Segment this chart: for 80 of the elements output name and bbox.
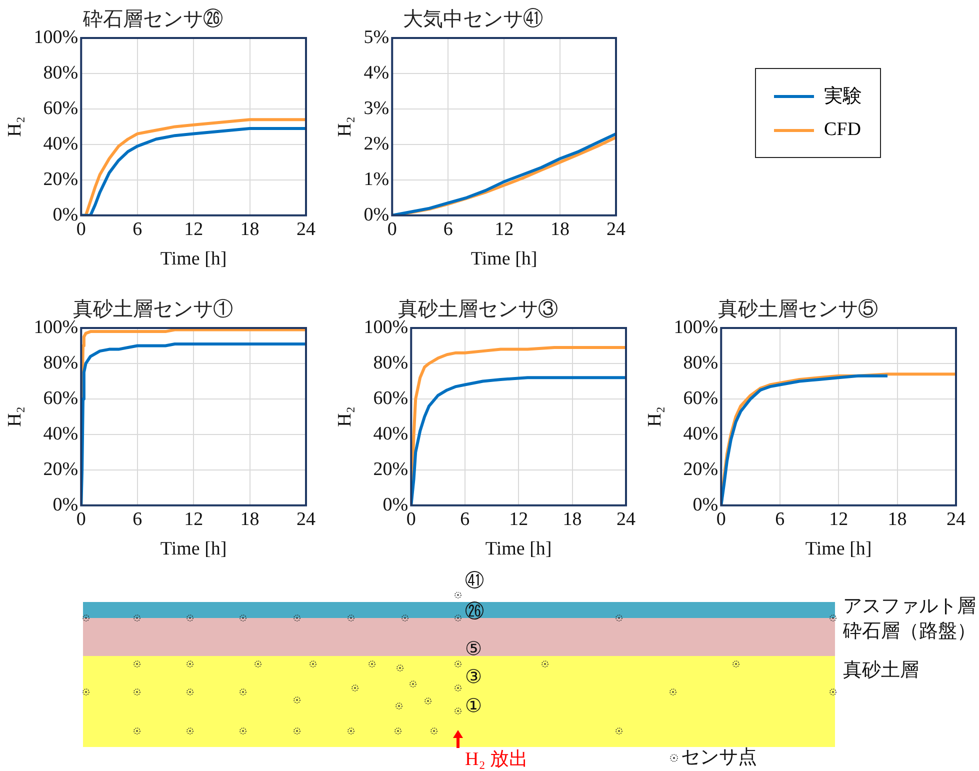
y-axis-title: H₂: [334, 406, 356, 427]
x-tick-label: 6: [460, 508, 470, 530]
text: ③: [465, 667, 482, 688]
y-tick-label: 3%: [364, 98, 390, 119]
x-tick-label: 0: [716, 508, 726, 530]
y-tick-label: 20%: [373, 458, 408, 480]
x-tick-label: 0: [76, 218, 86, 240]
text: ⑤: [465, 639, 482, 660]
text: 砕石層（路盤）: [843, 621, 976, 642]
y-axis-title: H₂: [644, 406, 666, 427]
x-tick-label: 18: [888, 508, 907, 530]
y-tick-label: 4%: [364, 62, 390, 84]
x-tick-label: 6: [775, 508, 785, 530]
x-tick-label: 24: [606, 218, 626, 240]
x-tick-label: 6: [132, 508, 142, 530]
x-tick-label: 12: [509, 508, 528, 530]
chart-title: 大気中センサ㊶: [403, 8, 543, 30]
x-tick-label: 18: [240, 218, 260, 240]
chart-title: 真砂土層センサ①: [73, 298, 233, 320]
x-tick-label: 6: [132, 218, 142, 240]
x-tick-label: 12: [494, 218, 514, 240]
x-tick-label: 24: [616, 508, 636, 530]
text: ㊶: [465, 571, 484, 592]
chart-title: 真砂土層センサ⑤: [718, 298, 878, 320]
y-tick-label: 60%: [373, 388, 408, 409]
y-tick-label: 100%: [34, 26, 78, 48]
text: アスファルト層: [843, 596, 976, 617]
x-tick-label: 18: [240, 508, 260, 530]
y-tick-label: 5%: [364, 26, 390, 48]
x-tick-label: 12: [184, 218, 204, 240]
y-tick-label: 40%: [43, 133, 78, 154]
y-tick-label: 60%: [43, 98, 78, 119]
x-tick-label: 0: [76, 508, 86, 530]
x-tick-label: 0: [406, 508, 416, 530]
y-tick-label: 2%: [364, 133, 390, 154]
y-tick-label: 20%: [43, 458, 78, 480]
y-tick-label: 0%: [692, 494, 718, 516]
y-tick-label: 0%: [364, 204, 390, 226]
x-axis-title: Time [h]: [485, 538, 552, 560]
x-tick-label: 6: [443, 218, 453, 240]
y-axis-title: H₂: [4, 116, 26, 137]
x-tick-label: 24: [946, 508, 966, 530]
y-tick-label: 80%: [43, 352, 78, 374]
x-tick-label: 12: [184, 508, 204, 530]
x-tick-label: 0: [387, 218, 397, 240]
text: ①: [465, 696, 482, 717]
y-tick-label: 40%: [373, 423, 408, 444]
legend-label: 実験: [824, 85, 862, 109]
text: ㉖: [465, 602, 484, 623]
chart-title: 砕石層センサ㉖: [82, 8, 223, 30]
x-axis-title: Time [h]: [160, 538, 227, 560]
y-tick-label: 0%: [52, 494, 78, 516]
x-axis-title: Time [h]: [805, 538, 872, 560]
y-tick-label: 80%: [43, 62, 78, 84]
x-axis-title: Time [h]: [470, 248, 538, 270]
y-tick-label: 1%: [364, 168, 390, 190]
text: センサ点: [681, 747, 757, 768]
y-tick-label: 40%: [683, 423, 718, 444]
x-axis-title: Time [h]: [160, 248, 227, 270]
y-tick-label: 20%: [43, 168, 78, 190]
y-axis-title: H₂: [334, 116, 356, 137]
x-tick-label: 18: [562, 508, 582, 530]
legend-label: CFD: [824, 119, 861, 141]
y-tick-label: 80%: [683, 352, 718, 374]
y-tick-label: 0%: [52, 204, 78, 226]
x-tick-label: 18: [550, 218, 570, 240]
y-axis-title: H₂: [4, 406, 26, 427]
y-tick-label: 80%: [373, 352, 408, 374]
y-tick-label: 60%: [43, 388, 78, 409]
chart-title: 真砂土層センサ③: [398, 298, 558, 320]
y-tick-label: 0%: [382, 494, 408, 516]
text: 真砂土層: [843, 660, 919, 681]
x-tick-label: 12: [829, 508, 848, 530]
y-tick-label: 60%: [683, 388, 718, 409]
text: H₂ 放出: [465, 749, 528, 770]
y-tick-label: 40%: [43, 423, 78, 444]
y-tick-label: 20%: [683, 458, 718, 480]
x-tick-label: 24: [296, 218, 316, 240]
y-tick-label: 100%: [674, 316, 718, 338]
x-tick-label: 24: [296, 508, 316, 530]
